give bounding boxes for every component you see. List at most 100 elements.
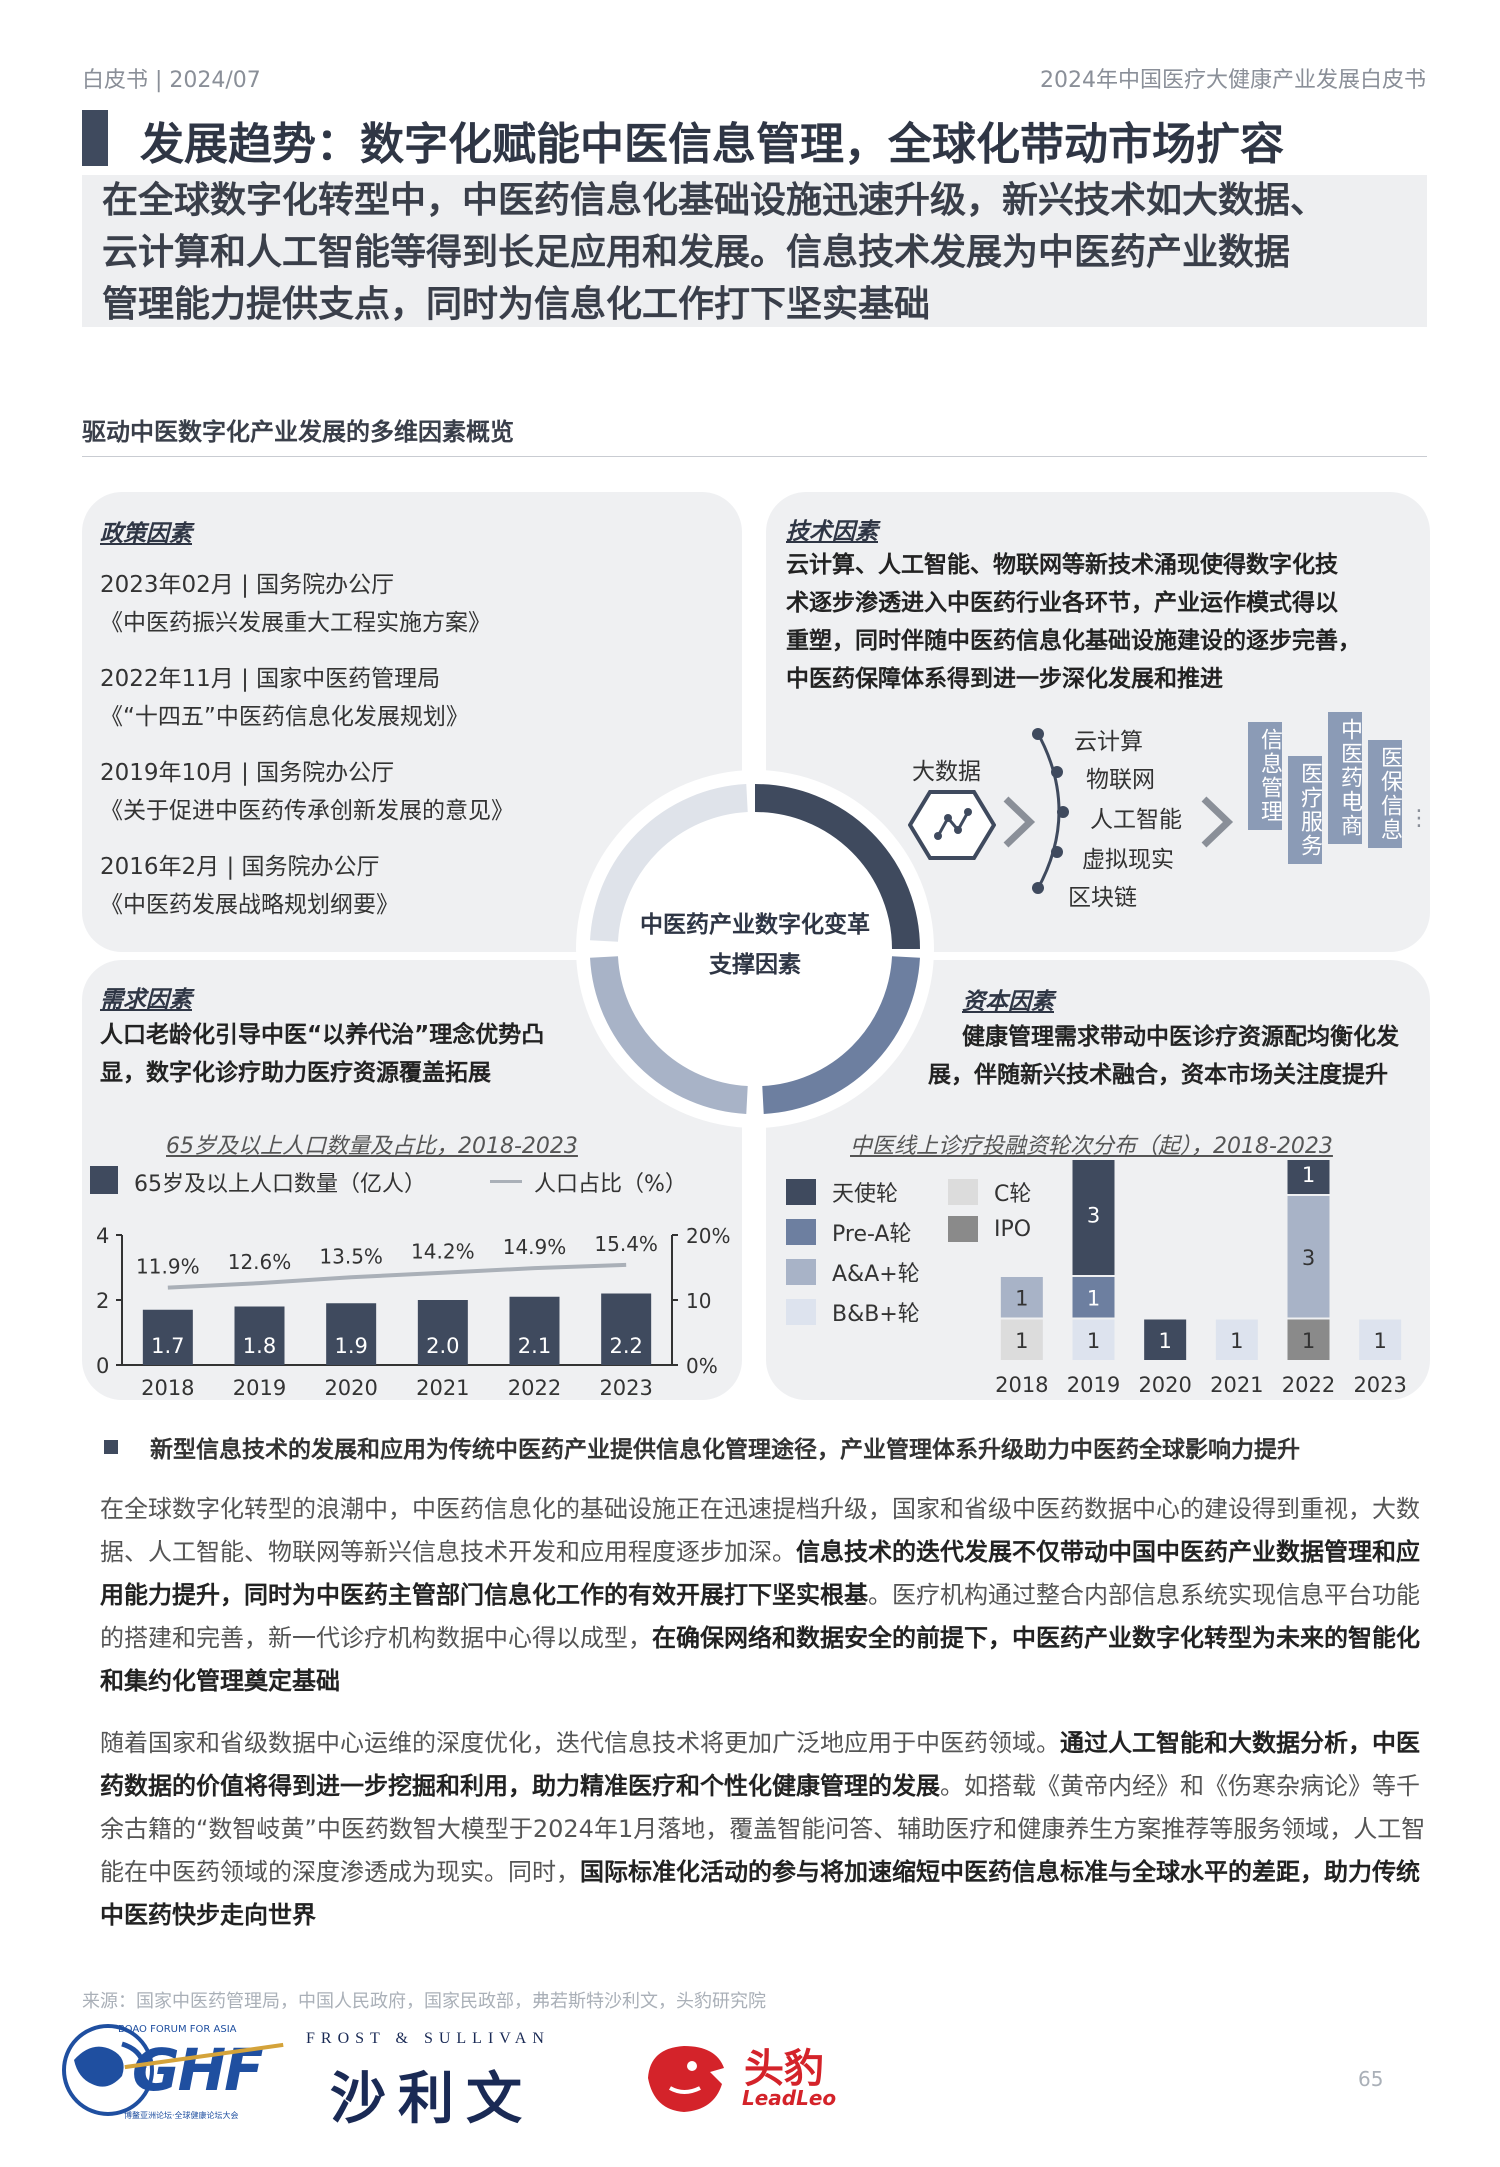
legend-swatch [948, 1179, 978, 1205]
population-bar [234, 1306, 285, 1365]
tech-line: 云计算、人工智能、物联网等新技术涌现使得数字化技 [786, 552, 1338, 578]
center-line2: 支撑因素 [709, 952, 801, 978]
legend-swatch [786, 1299, 816, 1325]
demand-line: 人口老龄化引导中医“以养代治”理念优势凸 [100, 1022, 545, 1048]
paragraph-2: 随着国家和省级数据中心运维的深度优化，迭代信息技术将更加广泛地应用于中医药领域。… [100, 1722, 1430, 1937]
big-data-hex-icon [908, 790, 996, 860]
header-right: 2024年中国医疗大健康产业发展白皮书 [1040, 68, 1426, 93]
ring-segment-demand [590, 956, 748, 1114]
ratio-line [167, 1262, 627, 1290]
x-tick-label: 2019 [233, 1376, 286, 1400]
financing-bar-segment [1287, 1160, 1330, 1194]
demand-title: 需求因素 [100, 987, 192, 1013]
population-bar [509, 1296, 560, 1365]
chart2-legend-item: B&B+轮 [786, 1296, 920, 1328]
ghf-bottom-text: 博鳌亚洲论坛·全球健康论坛大会 [124, 2111, 239, 2120]
ratio-value-label: 15.4% [594, 1232, 658, 1256]
financing-bar-segment [1072, 1160, 1115, 1275]
tech-item: 云计算 [1074, 729, 1143, 755]
population-bar [326, 1303, 377, 1365]
source-note: 来源：国家中医药管理局，中国人民政府，国家民政部，弗若斯特沙利文，头豹研究院 [82, 1991, 766, 2012]
frost-sullivan-cn: 沙利文 [330, 2067, 534, 2132]
segment-value-label: 1 [1015, 1286, 1028, 1310]
financing-bar-segment [1287, 1319, 1330, 1360]
chart2-legend-item: C轮 [948, 1176, 1031, 1208]
bar-value-label: 2.0 [426, 1334, 459, 1358]
y-right-tick: 10 [686, 1289, 711, 1313]
center-ring [590, 784, 920, 1114]
ratio-value-label: 12.6% [228, 1250, 292, 1274]
financing-bar-segment [1072, 1277, 1115, 1318]
policy-date: 2019年10月 | 国务院办公厅 [100, 760, 395, 786]
ring-segment-tech [754, 784, 920, 950]
ratio-value-label: 13.5% [319, 1244, 383, 1268]
segment-value-label: 1 [1158, 1329, 1171, 1353]
y-right-tick: 0% [686, 1354, 718, 1378]
capital-description: 健康管理需求带动中医诊疗资源配均衡化发 展，伴随新兴技术融合，资本市场关注度提升 [928, 1018, 1418, 1094]
chart2-legend-item: 天使轮 [786, 1176, 898, 1208]
page-number: 65 [1358, 2067, 1384, 2091]
key-point: 新型信息技术的发展和应用为传统中医药产业提供信息化管理途径，产业管理体系升级助力… [150, 1437, 1300, 1463]
chart2-legend-item: A&A+轮 [786, 1256, 920, 1288]
x-tick-label: 2023 [1353, 1373, 1406, 1397]
capital-line: 展，伴随新兴技术融合，资本市场关注度提升 [928, 1062, 1388, 1088]
para2-bold: 通过人工智能和大数据分析，中医药数据的价值将得到进一步挖掘和利用，助力精准医疗和… [100, 1729, 1420, 1800]
ring-segment-policy [590, 784, 748, 942]
financing-bar-segment [1359, 1319, 1402, 1360]
financing-chart: 2018 1 1 2019 1 1 3 2020 1 2021 1 2022 1 3 1 2023 1 [995, 1160, 1407, 1397]
policy-doc: 《“十四五”中医药信息化发展规划》 [100, 704, 469, 730]
legend-label: C轮 [994, 1182, 1032, 1207]
frost-sullivan-text: FROST & SULLIVAN [306, 2030, 550, 2047]
policy-date: 2022年11月 | 国家中医药管理局 [100, 666, 441, 692]
app-box: 中医药电商 [1328, 712, 1362, 844]
summary-box: 在全球数字化转型中，中医药信息化基础设施迅速升级，新兴技术如大数据、 云计算和人… [82, 175, 1427, 327]
bar-value-label: 1.8 [243, 1334, 276, 1358]
legend-swatch [786, 1259, 816, 1285]
summary-line: 云计算和人工智能等得到长足应用和发展。信息技术发展为中医药产业数据 [102, 232, 1291, 273]
section-title: 驱动中医数字化产业发展的多维因素概览 [82, 418, 514, 446]
app-box: 医疗服务 [1288, 756, 1322, 864]
segment-value-label: 1 [1302, 1329, 1315, 1353]
segment-value-label: 1 [1230, 1329, 1243, 1353]
financing-bar-segment [1000, 1319, 1043, 1360]
demand-line: 显，数字化诊疗助力医疗资源覆盖拓展 [100, 1060, 491, 1086]
chart1-legend-line-label: 人口占比（%） [534, 1172, 687, 1197]
chart1-title: 65岁及以上人口数量及占比，2018-2023 [166, 1134, 578, 1159]
para1-text: 。医疗机构通过整合内部信息系统实现信息平台功能的搭建和完善，新一代诊疗机构数据中… [100, 1581, 1420, 1652]
x-tick-label: 2021 [1210, 1373, 1263, 1397]
app-box: 医保信息 [1368, 740, 1402, 848]
bullet-square [104, 1440, 118, 1454]
leadleo-cn: 头豹 [744, 2046, 824, 2092]
financing-bar-segment [1000, 1277, 1043, 1318]
population-bar [142, 1309, 193, 1365]
para1-bold: 在确保网络和数据安全的前提下，中医药产业数字化转型为未来的智能化和集约化管理奠定… [100, 1624, 1420, 1695]
summary-line: 在全球数字化转型中，中医药信息化基础设施迅速升级，新兴技术如大数据、 [102, 180, 1327, 221]
legend-swatch [786, 1179, 816, 1205]
tech-line: 重塑，同时伴随中医药信息化基础设施建设的逐步完善， [786, 628, 1361, 654]
tech-description: 云计算、人工智能、物联网等新技术涌现使得数字化技 术逐步渗透进入中医药行业各环节… [786, 546, 1361, 698]
x-tick-label: 2020 [324, 1376, 377, 1400]
tech-line: 术逐步渗透进入中医药行业各环节，产业运作模式得以 [786, 590, 1338, 616]
chart2-legend-item: IPO [948, 1216, 1031, 1242]
demand-description: 人口老龄化引导中医“以养代治”理念优势凸 显，数字化诊疗助力医疗资源覆盖拓展 [100, 1016, 544, 1092]
y-right-tick: 20% [686, 1224, 730, 1248]
page-title: 发展趋势：数字化赋能中医信息管理，全球化带动市场扩容 [140, 119, 1284, 170]
tech-line: 中医药保障体系得到进一步深化发展和推进 [786, 666, 1223, 692]
para2-text: 随着国家和省级数据中心运维的深度优化，迭代信息技术将更加广泛地应用于中医药领域。 [100, 1729, 1060, 1757]
center-ring-background [576, 770, 934, 1128]
population-bar [417, 1300, 468, 1365]
chevron-right-icon [1003, 796, 1036, 848]
para2-bold: 国际标准化活动的参与将加速缩短中医药信息标准与全球水平的差距，助力传统中医药快步… [100, 1858, 1420, 1929]
policy-list: 2023年02月 | 国务院办公厅 《中医药振兴发展重大工程实施方案》 2022… [100, 566, 514, 924]
legend-swatch [786, 1219, 816, 1245]
population-bar [601, 1293, 652, 1365]
financing-bar-segment [1215, 1319, 1258, 1360]
x-tick-label: 2018 [995, 1373, 1048, 1397]
section-divider [82, 456, 1427, 457]
policy-doc: 《中医药振兴发展重大工程实施方案》 [100, 610, 491, 636]
population-chart: 4 2 0 20% 10 0% 1.7 2018 1.8 2019 1.9 2020 2.0 2021 2.… [96, 1224, 730, 1400]
financing-bar-segment [1287, 1196, 1330, 1318]
x-tick-label: 2020 [1138, 1373, 1191, 1397]
chevron-right-icon [1201, 796, 1234, 848]
para1-bold: 信息技术的迭代发展不仅带动中国中医药产业数据管理和应用能力提升，同时为中医药主管… [100, 1538, 1420, 1609]
